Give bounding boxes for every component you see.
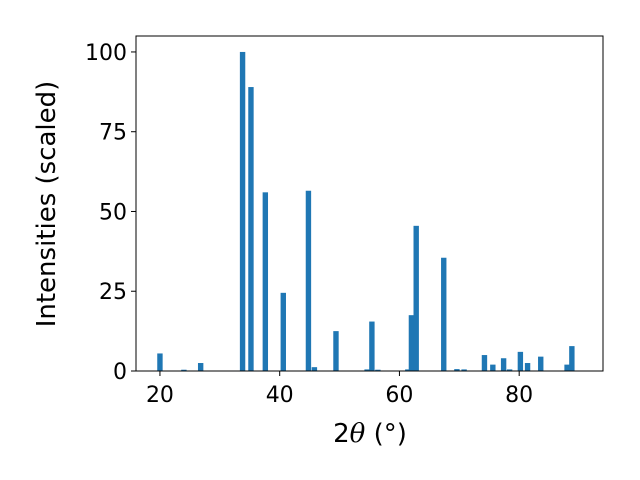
- bar-0-9: [333, 331, 339, 371]
- bar-0-27: [569, 346, 575, 371]
- y-tick-label: 0: [113, 360, 127, 385]
- bar-0-4: [248, 87, 254, 372]
- bar-0-20: [490, 364, 496, 371]
- bar-0-25: [538, 356, 544, 371]
- y-tick-label: 75: [99, 121, 127, 146]
- bar-0-22: [506, 369, 513, 371]
- y-tick-label: 50: [99, 200, 127, 225]
- bar-0-0: [157, 353, 163, 371]
- bar-0-3: [239, 51, 246, 371]
- bar-0-19: [481, 355, 488, 371]
- x-axis-ticks: 20 40 60 80: [146, 371, 533, 408]
- bar-0-17: [454, 369, 460, 371]
- bar-0-15: [413, 225, 419, 371]
- y-tick-label: 100: [85, 41, 127, 66]
- bar-0-2: [197, 363, 204, 371]
- bar-0-6: [280, 292, 286, 371]
- bar-0-10: [364, 369, 370, 371]
- plot-frame: [135, 35, 604, 372]
- bar-0-16: [441, 257, 447, 371]
- y-tick-label: 25: [99, 280, 127, 305]
- x-tick-label: 80: [505, 383, 533, 408]
- x-tick-label: 20: [146, 383, 174, 408]
- bar-0-18: [461, 369, 467, 371]
- bar-0-14: [408, 315, 415, 371]
- x-tick-label: 40: [266, 383, 294, 408]
- bar-0-24: [524, 363, 531, 371]
- bar-0-5: [262, 192, 269, 371]
- bars-group: [157, 51, 575, 372]
- y-axis-ticks: 0 25 50 75 100: [85, 41, 136, 385]
- bar-0-1: [181, 369, 187, 371]
- bar-0-7: [305, 190, 312, 371]
- bar-0-26: [564, 364, 570, 371]
- bar-0-21: [500, 358, 507, 371]
- bar-0-11: [369, 321, 375, 371]
- bar-0-23: [517, 351, 524, 371]
- x-axis-label: 2θ (°): [333, 419, 407, 449]
- y-axis-label: Intensities (scaled): [32, 81, 62, 328]
- bar-0-8: [311, 367, 318, 371]
- bar-0-13: [405, 369, 411, 371]
- bar-0-12: [375, 369, 381, 371]
- x-tick-label: 60: [385, 383, 413, 408]
